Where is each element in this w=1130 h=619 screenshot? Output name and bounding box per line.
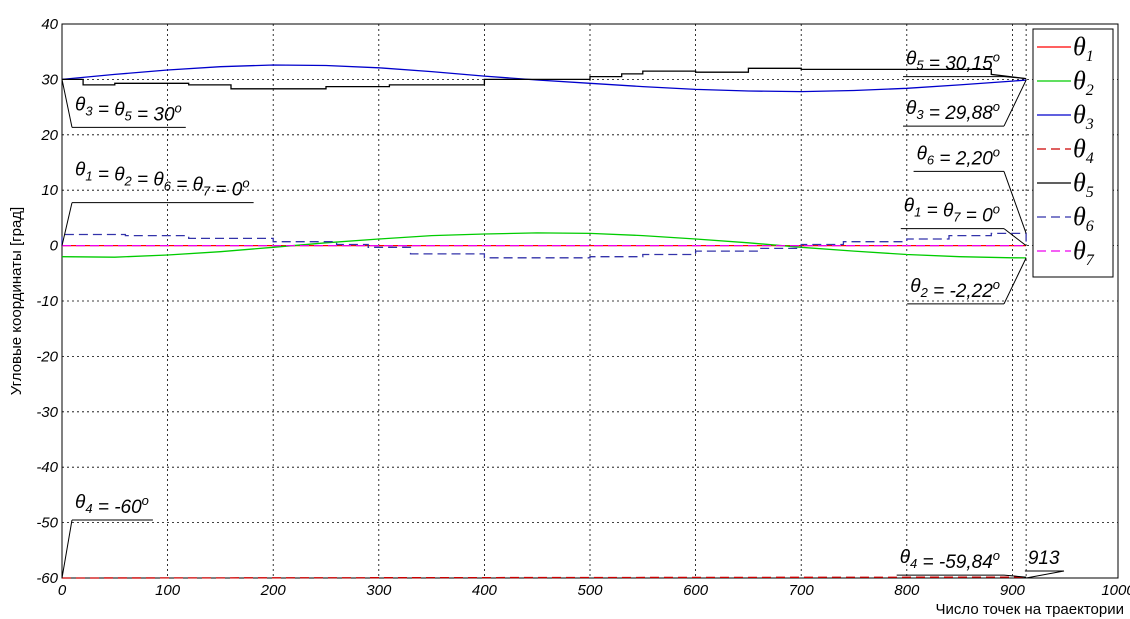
x-tick-label: 100 — [155, 582, 181, 599]
x-tick-label: 0 — [58, 582, 67, 599]
legend-box — [1032, 28, 1114, 278]
series-line-5 — [62, 67, 1027, 90]
series-line-4 — [61, 576, 1027, 579]
annotation-label: θ6 = 2,20o — [917, 143, 1000, 169]
annotation-5: θ3 = 29,88o — [903, 79, 1027, 127]
y-tick-label: -60 — [36, 570, 58, 587]
annotation-label: θ2 = -2,22o — [910, 276, 1000, 302]
y-tick-label: 10 — [41, 182, 58, 199]
legend-entry: θ3 — [1073, 100, 1094, 133]
series-line-6 — [61, 232, 1027, 259]
annotation-4: θ5 = 30,15o — [903, 49, 1027, 80]
y-tick-label: 0 — [50, 238, 59, 255]
x-tick-label: 200 — [260, 582, 287, 599]
legend-entry: θ7 — [1073, 236, 1095, 269]
y-tick-label: 30 — [41, 71, 58, 88]
x-tick-label: 800 — [894, 582, 920, 599]
y-tick-label: -10 — [36, 293, 58, 310]
x-tick-label: 300 — [366, 582, 392, 599]
annotation-label: θ4 = -59,84o — [900, 547, 1000, 573]
series-line-2 — [61, 232, 1027, 259]
legend-entry: θ6 — [1073, 202, 1094, 235]
x-tick-label: 600 — [683, 582, 709, 599]
x-tick-labels: 0 100 200 300 400 500 600 700 800 900 1000 — [58, 582, 1130, 599]
x-tick-label: 500 — [577, 582, 603, 599]
legend-entry: θ1 — [1073, 32, 1094, 65]
annotation-2: θ1 = θ2 = θ6 = θ7 = 0o — [61, 160, 254, 246]
annotation-label: 913 — [1028, 548, 1060, 569]
x-tick-label: 1000 — [1101, 582, 1130, 599]
annotation-label: θ5 = 30,15o — [906, 49, 1000, 75]
y-tick-label: 40 — [41, 16, 58, 33]
annotation-label: θ4 = -60o — [75, 492, 149, 518]
annotation-label: θ1 = θ7 = 0o — [904, 196, 1000, 227]
annotation-10: 913 — [1024, 548, 1065, 579]
annotations: θ3 = θ5 = 30o θ1 = θ2 = θ6 = θ7 = 0o θ4 = … — [61, 49, 1065, 579]
annotation-label: θ3 = θ5 = 30o — [75, 94, 182, 125]
annotation-3: θ4 = -60o — [61, 492, 153, 579]
y-tick-labels: -60 -50 -40 -30 -20 -10 0 10 20 30 40 — [36, 16, 58, 587]
x-tick-label: 700 — [789, 582, 815, 599]
y-tick-label: -50 — [36, 515, 58, 532]
annotation-7: θ1 = θ7 = 0o — [900, 196, 1027, 246]
y-axis-label: Угловые координаты [град] — [8, 207, 25, 395]
y-tick-label: 20 — [40, 127, 58, 144]
x-axis-label: Число точек на траектории — [936, 601, 1124, 618]
legend-entry: θ4 — [1073, 134, 1094, 167]
annotation-label: θ1 = θ2 = θ6 = θ7 = 0o — [75, 160, 250, 201]
annotation-1: θ3 = θ5 = 30o — [61, 79, 186, 128]
x-tick-label: 400 — [472, 582, 498, 599]
y-tick-label: -20 — [36, 348, 58, 365]
y-tick-label: -30 — [36, 404, 58, 421]
legend-entry: θ2 — [1073, 66, 1094, 99]
annotation-8: θ2 = -2,22o — [907, 257, 1027, 305]
x-tick-label: 900 — [1000, 582, 1026, 599]
annotation-label: θ3 = 29,88o — [906, 98, 1000, 124]
series-line-3 — [61, 64, 1027, 93]
series-lines — [61, 64, 1027, 579]
y-tick-label: -40 — [36, 459, 58, 476]
annotation-6: θ6 = 2,20o — [913, 143, 1027, 234]
legend-entry: θ5 — [1073, 168, 1094, 201]
annotation-9: θ4 = -59,84o — [896, 547, 1027, 578]
